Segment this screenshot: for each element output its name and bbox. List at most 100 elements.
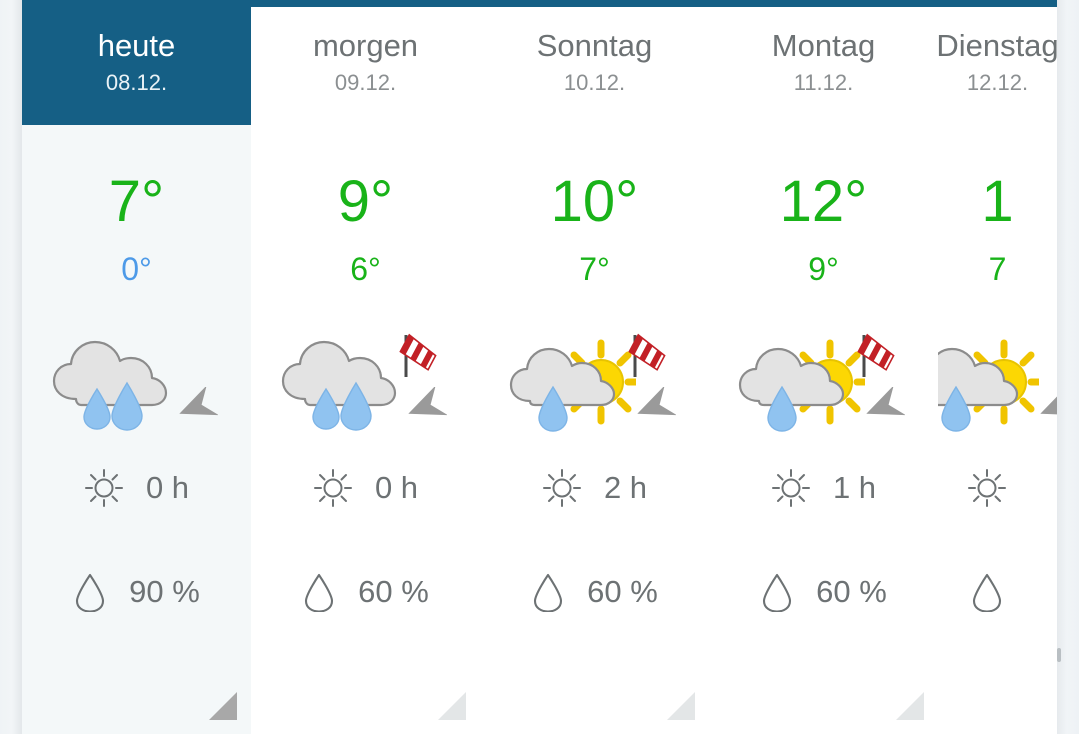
windsock-icon-wrap xyxy=(628,331,674,383)
day-tab-1[interactable]: morgen 09.12. xyxy=(251,7,480,125)
windsock-icon-wrap xyxy=(857,331,903,383)
forecast-day-inner: morgen 09.12. 9° 6° 0 h 60 % xyxy=(251,7,480,734)
rain-cloud-sun-icon xyxy=(509,339,644,432)
windsock-icon-wrap xyxy=(399,331,445,383)
precipitation-row xyxy=(938,569,1057,615)
precipitation-probability-value: 60 % xyxy=(358,574,429,609)
weather-icon-row xyxy=(251,329,480,439)
droplet-icon xyxy=(305,573,334,613)
temperature-block: 7° 0° xyxy=(108,169,165,287)
rain-cloud-sun-icon xyxy=(735,337,873,432)
droplet-icon xyxy=(73,572,107,613)
sun-icon xyxy=(542,469,581,507)
precipitation-row: 60 % xyxy=(480,569,709,615)
day-name: heute xyxy=(97,28,176,63)
droplet-icon xyxy=(972,573,1001,613)
temperature-block: 9° 6° xyxy=(337,169,394,287)
forecast-day-columns: heute 08.12. 7° 0° 0 h 90 % morgen 09.12. 9° 6° xyxy=(22,7,1057,734)
sunshine-hours-value: 1 h xyxy=(832,470,877,505)
day-name: morgen xyxy=(312,28,419,63)
top-accent-bar xyxy=(22,0,1057,7)
temperature-low: 6° xyxy=(350,251,381,287)
sun-icon xyxy=(84,469,123,507)
day-tab-0[interactable]: heute 08.12. xyxy=(22,7,251,125)
forecast-day-column[interactable]: heute 08.12. 7° 0° 0 h 90 % xyxy=(22,7,251,734)
windsock-icon xyxy=(857,333,895,377)
sun-icon xyxy=(84,468,124,508)
sun-icon xyxy=(542,468,582,508)
vertical-scrollbar[interactable] xyxy=(1057,648,1061,662)
expand-corner-handle[interactable] xyxy=(667,692,695,720)
rain-cloud-icon xyxy=(277,337,407,432)
wind-direction-arrow-icon xyxy=(179,385,219,416)
sunshine-hours-value: 2 h xyxy=(603,470,648,505)
temperature-block: 12° 9° xyxy=(780,173,868,286)
wind-direction-arrow xyxy=(1035,385,1057,427)
forecast-day-column[interactable]: Dienstag 12.12. 1 7 xyxy=(938,7,1057,734)
weather-icon-row xyxy=(480,329,709,439)
droplet-icon xyxy=(763,573,792,613)
day-date: 12.12. xyxy=(966,70,1029,96)
temperature-high: 9° xyxy=(337,169,394,234)
precipitation-probability-value: 60 % xyxy=(816,574,887,609)
wind-direction-arrow xyxy=(403,385,448,427)
temperature-high: 1 xyxy=(981,169,1014,234)
forecast-day-column[interactable]: Sonntag 10.12. 10° 7° xyxy=(480,7,709,734)
droplet-icon xyxy=(760,572,794,613)
precipitation-probability-value: 60 % xyxy=(587,574,658,609)
temperature-block: 10° 7° xyxy=(551,173,639,287)
rain-cloud-icon xyxy=(52,340,168,431)
temperature-high: 7° xyxy=(108,169,165,234)
weather-icon-row xyxy=(938,329,1057,439)
rain-cloud-sun-icon xyxy=(938,339,1047,432)
day-date: 09.12. xyxy=(334,70,397,96)
sunshine-hours-value: 0 h xyxy=(374,470,419,505)
sunshine-hours-value: 0 h xyxy=(145,470,190,505)
temperature-low: 0° xyxy=(121,251,152,287)
left-gutter xyxy=(0,0,22,734)
forecast-panel: heute 08.12. 7° 0° 0 h 90 % morgen 09.12. 9° 6° xyxy=(22,7,1057,734)
day-tab-4[interactable]: Dienstag 12.12. xyxy=(938,7,1057,125)
forecast-day-inner: Dienstag 12.12. 1 7 xyxy=(938,7,1057,734)
droplet-icon xyxy=(970,572,1004,613)
forecast-day-column[interactable]: Montag 11.12. 12° 9° xyxy=(709,7,938,734)
forecast-day-column[interactable]: morgen 09.12. 9° 6° 0 h 60 % xyxy=(251,7,480,734)
wind-direction-arrow xyxy=(632,385,677,427)
sunshine-hours-row xyxy=(938,465,1057,511)
rain-cloud-sun-icon xyxy=(506,337,644,432)
day-name: Dienstag xyxy=(938,28,1057,63)
precipitation-row: 90 % xyxy=(22,569,251,615)
sunshine-hours-row: 1 h xyxy=(709,465,938,511)
windsock-icon xyxy=(628,333,666,377)
sun-icon xyxy=(967,468,1007,508)
droplet-icon xyxy=(531,572,565,613)
expand-corner-handle[interactable] xyxy=(438,692,466,720)
wind-direction-arrow-icon xyxy=(1040,385,1057,416)
sunshine-hours-row: 2 h xyxy=(480,465,709,511)
droplet-icon xyxy=(534,573,563,613)
day-name: Sonntag xyxy=(536,28,653,63)
sun-icon xyxy=(313,469,352,507)
day-name: Montag xyxy=(771,28,876,63)
expand-corner-handle[interactable] xyxy=(209,692,237,720)
wind-direction-arrow-icon xyxy=(866,385,906,416)
temperature-low: 7° xyxy=(579,251,610,287)
day-tab-3[interactable]: Montag 11.12. xyxy=(709,7,938,125)
day-tab-2[interactable]: Sonntag 10.12. xyxy=(480,7,709,125)
sun-icon xyxy=(771,468,811,508)
windsock-icon xyxy=(399,333,437,377)
expand-corner-handle[interactable] xyxy=(896,692,924,720)
weather-icon-row xyxy=(709,329,938,439)
precipitation-row: 60 % xyxy=(251,569,480,615)
rain-cloud-sun-icon xyxy=(738,339,873,432)
sun-icon xyxy=(771,469,810,507)
precipitation-probability-value: 90 % xyxy=(129,574,200,609)
droplet-icon xyxy=(302,572,336,613)
sunshine-hours-row: 0 h xyxy=(22,465,251,511)
forecast-day-inner: heute 08.12. 7° 0° 0 h 90 % xyxy=(22,7,251,734)
forecast-day-inner: Sonntag 10.12. 10° 7° xyxy=(480,7,709,734)
forecast-day-inner: Montag 11.12. 12° 9° xyxy=(709,7,938,734)
day-date: 11.12. xyxy=(793,70,854,96)
